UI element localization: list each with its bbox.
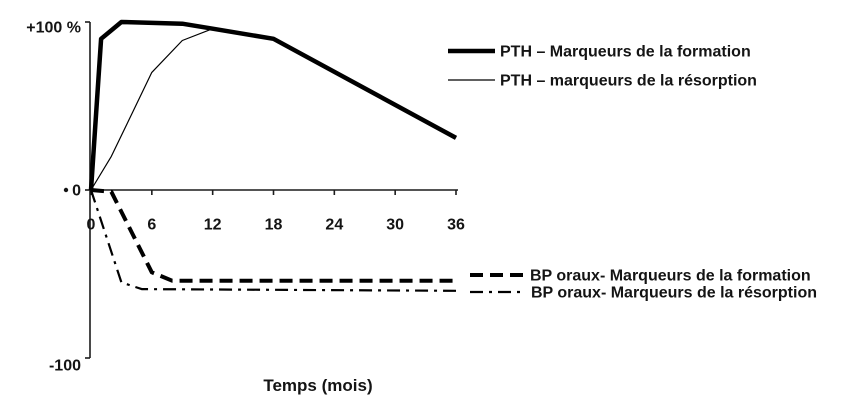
- legend-item-bp-resorption: BP oraux- Marqueurs de la résorption: [470, 285, 817, 302]
- axes: +100 % 0 -100 0 6 12 18 24 30 36: [26, 20, 465, 375]
- legend-label-pth-formation: PTH – Marqueurs de la formation: [500, 44, 751, 61]
- series-line-bp-resorption: [89, 189, 457, 292]
- y-tick-label: 0: [72, 183, 81, 200]
- x-axis-title: Temps (mois): [263, 376, 372, 395]
- series-line-pth-resorption: [90, 28, 457, 191]
- legend-item-pth-formation: PTH – Marqueurs de la formation: [448, 44, 751, 61]
- legend-item-bp-formation: BP oraux- Marqueurs de la formation: [470, 268, 811, 285]
- y-tick-label: -100: [49, 358, 81, 375]
- x-tick-label: 36: [447, 217, 465, 234]
- series-layer: [88, 19, 458, 292]
- series-line-pth-formation: [88, 19, 458, 191]
- x-tick-label: 24: [325, 217, 343, 234]
- legend-label-bp-resorption: BP oraux- Marqueurs de la résorption: [531, 285, 817, 302]
- legend-item-pth-resorption: PTH – marqueurs de la résorption: [448, 73, 757, 90]
- legend-label-bp-formation: BP oraux- Marqueurs de la formation: [530, 268, 811, 285]
- legend-label-pth-resorption: PTH – marqueurs de la résorption: [500, 73, 757, 90]
- x-tick-label: 30: [386, 217, 404, 234]
- legend: PTH – Marqueurs de la formation PTH – mar…: [448, 44, 817, 302]
- x-tick-label: 12: [204, 217, 222, 234]
- x-tick-label: 0: [87, 217, 96, 234]
- series-line-bp-formation: [90, 188, 456, 283]
- y-zero-marker-dot: [63, 187, 69, 193]
- x-tick-label: 6: [147, 217, 156, 234]
- y-tick-label: +100 %: [26, 20, 81, 37]
- x-tick-label: 18: [265, 217, 283, 234]
